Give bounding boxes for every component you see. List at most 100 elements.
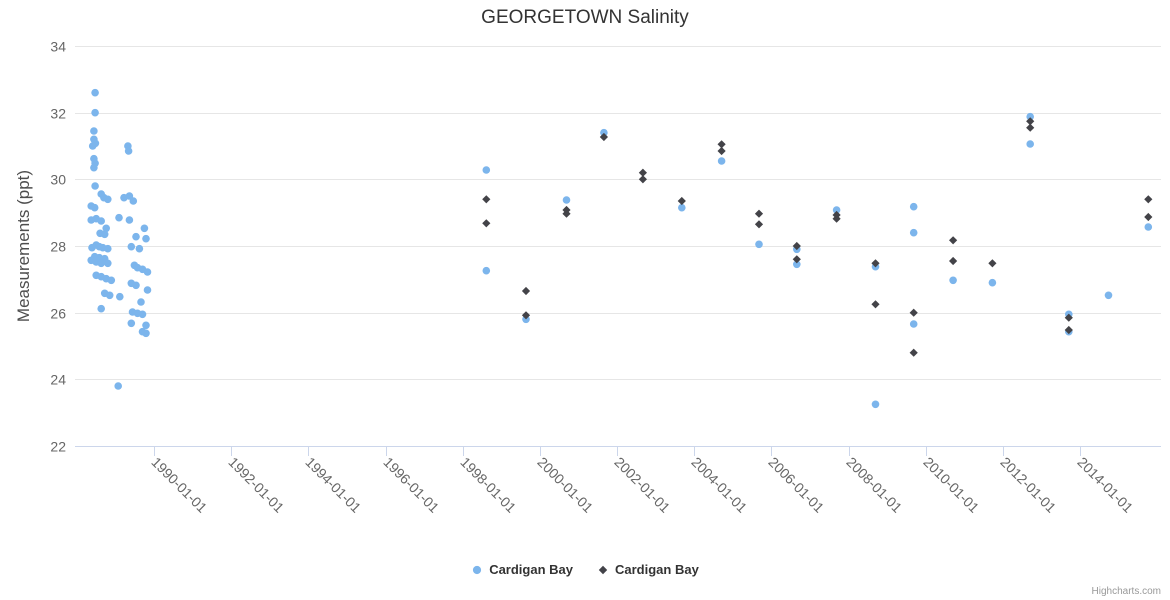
legend-item-cardigan-bay-diamonds[interactable]: Cardigan Bay — [597, 562, 699, 577]
data-point[interactable] — [114, 382, 122, 390]
data-point[interactable] — [909, 320, 918, 328]
data-point[interactable] — [562, 209, 571, 218]
y-axis-label: 26 — [50, 306, 66, 322]
data-point[interactable] — [909, 228, 918, 237]
data-point[interactable] — [105, 291, 114, 300]
data-point[interactable] — [1104, 291, 1113, 300]
data-point[interactable] — [1144, 195, 1153, 204]
data-point[interactable] — [832, 206, 841, 214]
data-point[interactable] — [1144, 223, 1153, 231]
data-point[interactable] — [1026, 140, 1034, 148]
data-point[interactable] — [871, 300, 880, 309]
data-point[interactable] — [792, 255, 801, 264]
data-point[interactable] — [87, 216, 95, 224]
data-point[interactable] — [104, 259, 112, 268]
data-point[interactable] — [88, 243, 96, 252]
data-point[interactable] — [521, 311, 531, 320]
data-point[interactable] — [115, 213, 123, 222]
y-axis-label: 24 — [50, 372, 66, 388]
data-point[interactable] — [143, 268, 152, 276]
data-point[interactable] — [562, 196, 571, 204]
data-point[interactable] — [1026, 123, 1035, 132]
data-point[interactable] — [116, 292, 124, 301]
data-point[interactable] — [143, 286, 152, 294]
data-point[interactable] — [91, 88, 99, 97]
data-point[interactable] — [988, 278, 997, 287]
highcharts-credits-link[interactable]: Highcharts.com — [1091, 586, 1161, 597]
data-point[interactable] — [482, 195, 491, 204]
data-point[interactable] — [755, 240, 763, 249]
data-point[interactable] — [1026, 112, 1034, 121]
data-point[interactable] — [871, 400, 880, 409]
data-point[interactable] — [599, 132, 608, 142]
data-point[interactable] — [638, 168, 647, 177]
data-point[interactable] — [97, 217, 105, 225]
x-axis-label: 2008-01-01 — [843, 454, 905, 516]
data-point[interactable] — [717, 157, 726, 165]
data-point[interactable] — [100, 193, 108, 202]
data-point[interactable] — [138, 310, 147, 319]
data-point[interactable] — [90, 203, 99, 212]
x-axis-label: 1994-01-01 — [302, 454, 364, 516]
data-point[interactable] — [988, 259, 997, 268]
data-point[interactable] — [127, 319, 136, 328]
data-point[interactable] — [91, 182, 99, 190]
data-point[interactable] — [137, 298, 145, 306]
data-point[interactable] — [677, 196, 686, 206]
data-point[interactable] — [132, 281, 140, 290]
data-point[interactable] — [949, 256, 958, 266]
data-point[interactable] — [97, 259, 105, 268]
data-point[interactable] — [125, 216, 134, 224]
data-point[interactable] — [90, 163, 98, 172]
data-point[interactable] — [482, 166, 491, 174]
data-point[interactable] — [717, 140, 726, 149]
data-point[interactable] — [107, 276, 116, 285]
data-point[interactable] — [793, 260, 801, 269]
data-point[interactable] — [482, 219, 491, 228]
data-point[interactable] — [120, 193, 128, 202]
data-point[interactable] — [88, 142, 97, 150]
data-point[interactable] — [1064, 325, 1073, 335]
data-point[interactable] — [104, 244, 112, 253]
data-point[interactable] — [142, 234, 150, 243]
data-point[interactable] — [638, 175, 647, 184]
data-point[interactable] — [832, 214, 841, 223]
data-point[interactable] — [142, 321, 150, 330]
data-point[interactable] — [102, 224, 110, 233]
data-point[interactable] — [129, 197, 138, 205]
data-point[interactable] — [909, 202, 918, 211]
data-point[interactable] — [91, 108, 99, 117]
data-point[interactable] — [1026, 117, 1035, 126]
data-point[interactable] — [754, 209, 764, 218]
data-point[interactable] — [97, 304, 105, 313]
data-point[interactable] — [1144, 212, 1153, 222]
data-point[interactable] — [140, 224, 149, 233]
data-point[interactable] — [909, 308, 918, 317]
y-axis-label: 32 — [50, 106, 66, 122]
data-point[interactable] — [1064, 313, 1073, 322]
data-point[interactable] — [90, 127, 98, 135]
data-point[interactable] — [678, 203, 686, 212]
data-point[interactable] — [521, 286, 531, 296]
data-point[interactable] — [909, 348, 918, 357]
data-point[interactable] — [792, 241, 801, 251]
data-point[interactable] — [600, 128, 608, 137]
data-point[interactable] — [717, 146, 726, 156]
data-point[interactable] — [142, 329, 150, 338]
legend-item-cardigan-bay-circles[interactable]: Cardigan Bay — [471, 562, 573, 577]
data-point[interactable] — [949, 276, 957, 285]
data-point[interactable] — [124, 147, 133, 155]
x-axis-label: 2000-01-01 — [534, 454, 596, 516]
legend-label: Cardigan Bay — [489, 562, 573, 577]
data-point[interactable] — [482, 266, 491, 275]
data-point[interactable] — [127, 242, 136, 251]
y-axis-label: 22 — [50, 439, 66, 455]
data-point[interactable] — [135, 244, 144, 253]
data-point[interactable] — [871, 259, 880, 268]
data-point[interactable] — [132, 232, 140, 241]
data-point[interactable] — [949, 236, 958, 245]
data-point[interactable] — [754, 220, 764, 229]
data-point[interactable] — [100, 230, 109, 239]
